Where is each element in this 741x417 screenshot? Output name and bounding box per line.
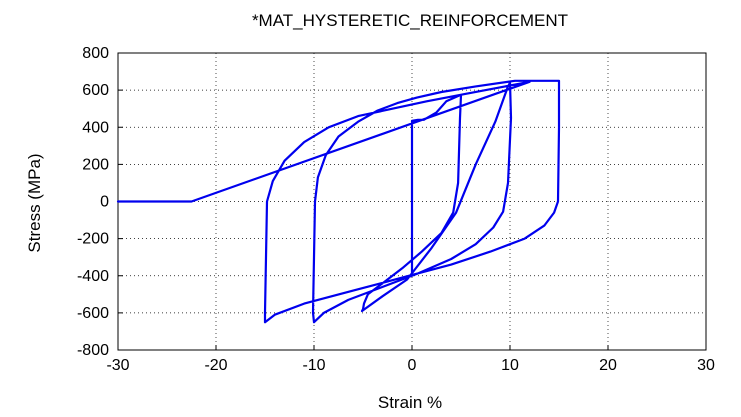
y-tick-label: -600 [77, 305, 109, 322]
x-tick-label: -10 [302, 357, 325, 374]
x-axis-label: Strain % [378, 393, 442, 412]
y-axis: 800 600 400 200 0 -200 -400 -600 -800 [77, 45, 123, 359]
series-line [116, 79, 561, 324]
y-tick-label: 400 [82, 119, 109, 136]
x-tick-label: 0 [408, 357, 417, 374]
x-tick-label: 20 [599, 357, 617, 374]
y-axis-label: Stress (MPa) [25, 153, 44, 252]
y-tick-label: 800 [82, 45, 109, 62]
y-tick-label: 200 [82, 156, 109, 173]
series-layer [116, 79, 561, 324]
y-tick-label: -800 [77, 342, 109, 359]
x-tick-label: -30 [106, 357, 129, 374]
y-tick-label: -400 [77, 268, 109, 285]
y-tick-label: 600 [82, 82, 109, 99]
x-axis: -30 -20 -10 0 10 20 30 [106, 345, 715, 374]
y-tick-label: -200 [77, 231, 109, 248]
x-tick-label: 30 [697, 357, 715, 374]
chart-title: *MAT_HYSTERETIC_REINFORCEMENT [252, 11, 568, 30]
y-tick-label: 0 [100, 194, 109, 211]
x-tick-label: 10 [501, 357, 519, 374]
x-tick-label: -20 [204, 357, 227, 374]
